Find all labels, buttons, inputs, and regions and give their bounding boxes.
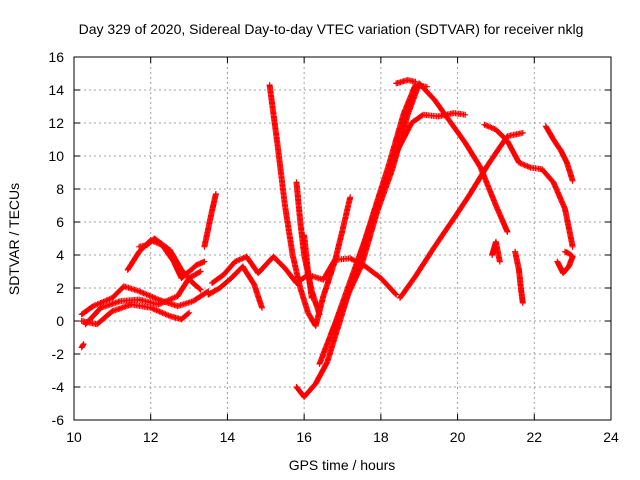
series-track-s <box>489 238 503 265</box>
series-points <box>542 123 576 184</box>
series-points <box>266 82 354 329</box>
x-axis-title: GPS time / hours <box>289 457 396 473</box>
y-tick-label: 8 <box>56 181 64 197</box>
y-tick-label: 0 <box>56 313 64 329</box>
series-track-h <box>205 263 265 311</box>
series-track-u <box>542 123 576 184</box>
x-tick-label: 18 <box>373 429 389 445</box>
series-points <box>78 341 87 351</box>
series-track-j <box>266 82 354 329</box>
y-tick-label: 16 <box>48 49 64 65</box>
plot-frame <box>73 56 612 421</box>
series-track-g <box>201 191 219 250</box>
series-points <box>481 121 576 250</box>
x-tick-label: 22 <box>526 429 542 445</box>
series-points <box>301 232 315 301</box>
series-points <box>136 235 204 293</box>
y-tick-label: -6 <box>52 412 65 428</box>
y-tick-label: 12 <box>48 115 64 131</box>
series-track-p <box>397 129 526 301</box>
data-points <box>78 77 576 400</box>
series-points <box>393 77 419 87</box>
series-track-q <box>393 77 419 87</box>
y-axis-title: SDTVAR / TECUs <box>6 183 22 295</box>
series-track-a <box>78 341 87 351</box>
series-track-t <box>512 248 526 306</box>
series-track-b <box>78 301 193 328</box>
chart-title: Day 329 of 2020, Sidereal Day-to-day VTE… <box>79 21 584 37</box>
x-tick-label: 10 <box>66 429 82 445</box>
y-tick-label: 14 <box>48 82 64 98</box>
y-tick-label: 6 <box>56 214 64 230</box>
x-tick-label: 14 <box>220 429 236 445</box>
series-points <box>78 301 193 328</box>
series-track-f <box>136 235 204 293</box>
x-tick-labels: 10 12 14 16 18 20 22 24 <box>66 429 619 445</box>
y-tick-labels: -6 -4 -2 0 2 4 6 8 10 12 14 16 <box>48 49 64 428</box>
series-points <box>489 238 503 265</box>
series-track-l <box>301 232 315 301</box>
y-tick-label: -4 <box>52 379 65 395</box>
series-points <box>397 129 526 301</box>
x-tick-label: 20 <box>450 429 466 445</box>
series-points <box>512 248 526 306</box>
x-tick-label: 24 <box>603 429 619 445</box>
series-points <box>205 263 265 311</box>
x-tick-label: 16 <box>296 429 312 445</box>
series-track-r <box>481 121 576 250</box>
series-points <box>201 191 219 250</box>
x-tick-label: 12 <box>143 429 159 445</box>
series-track-o <box>328 80 511 338</box>
series-points <box>328 80 511 338</box>
series-track-v <box>554 248 576 277</box>
y-tick-label: 10 <box>48 148 64 164</box>
series-points <box>554 248 576 277</box>
y-tick-label: -2 <box>52 346 65 362</box>
y-tick-label: 4 <box>56 247 64 263</box>
y-tick-label: 2 <box>56 280 64 296</box>
